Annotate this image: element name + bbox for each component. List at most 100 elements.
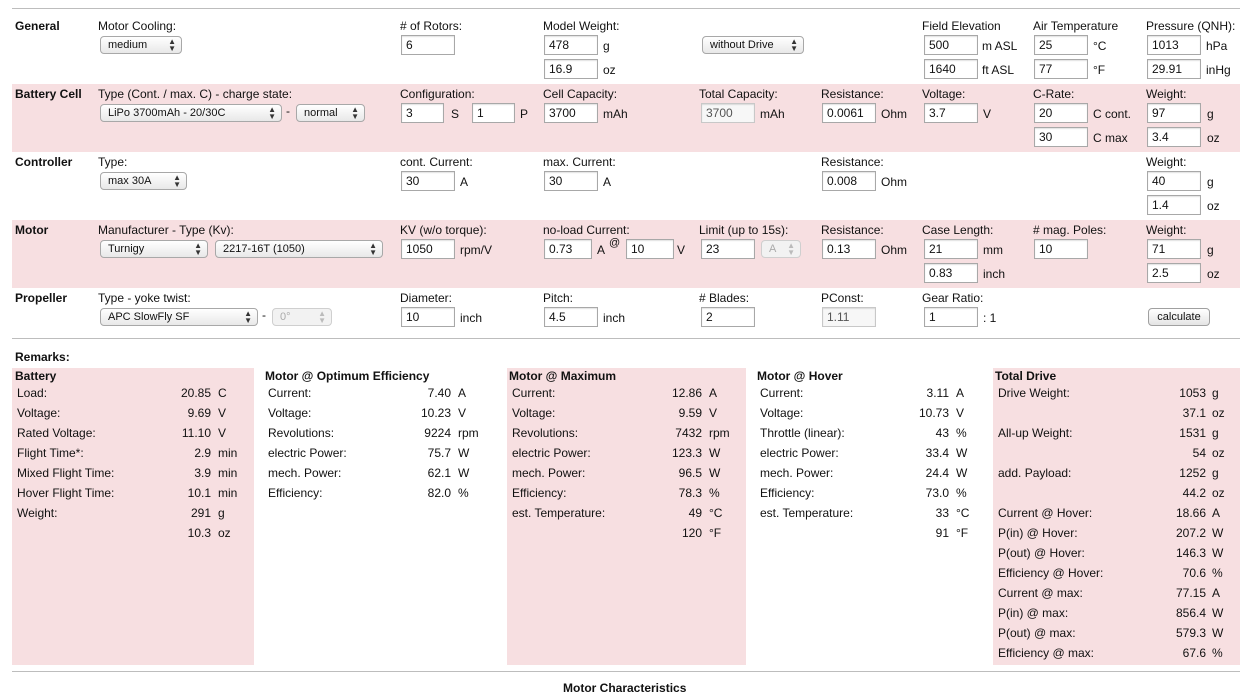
optimum-row-value: 9224	[424, 426, 451, 440]
motor-cooling-select[interactable]: medium ▲ ▼	[100, 36, 182, 54]
battery-row-unit: V	[218, 426, 227, 440]
motor-resistance-unit: Ohm	[881, 243, 908, 257]
hover-row-label: electric Power:	[760, 446, 839, 460]
hover-row-unit: °F	[956, 526, 969, 540]
battery-row-value: 9.69	[187, 406, 211, 420]
configuration-s-input[interactable]: 3	[401, 103, 444, 123]
battery-weight-g-unit: g	[1207, 107, 1214, 121]
total-row-label: All-up Weight:	[998, 426, 1073, 440]
propeller-type-label: Type - yoke twist:	[98, 291, 191, 305]
controller-type-select[interactable]: max 30A ▲ ▼	[100, 172, 187, 190]
kv-input[interactable]: 1050	[401, 239, 455, 259]
maximum-row-unit: rpm	[709, 426, 730, 440]
maximum-row-unit: °F	[709, 526, 722, 540]
controller-resistance-label: Resistance:	[821, 155, 884, 169]
gear-ratio-input[interactable]: 1	[924, 307, 978, 327]
maximum-row-unit: °C	[709, 506, 723, 520]
motor-section-title: Motor	[15, 223, 49, 237]
motor-type-label: Manufacturer - Type (Kv):	[98, 223, 234, 237]
battery-row-label: Flight Time*:	[17, 446, 84, 460]
battery-weight-oz-input[interactable]: 3.4	[1147, 127, 1201, 147]
field-elevation-m-input[interactable]: 500	[924, 35, 978, 55]
air-temperature-f-input[interactable]: 77	[1034, 59, 1088, 79]
battery-results-panel	[12, 368, 254, 665]
motor-model-select[interactable]: 2217-16T (1050) ▲ ▼	[215, 240, 383, 258]
motor-cooling-value: medium	[108, 39, 148, 51]
max-current-input[interactable]: 30	[544, 171, 598, 191]
drive-option-select[interactable]: without Drive ▲ ▼	[702, 36, 804, 54]
blades-label: # Blades:	[699, 291, 750, 305]
controller-resistance-input[interactable]: 0.008	[822, 171, 876, 191]
model-weight-g-input[interactable]: 478	[544, 35, 598, 55]
pitch-input[interactable]: 4.5	[544, 307, 598, 327]
controller-weight-g-input[interactable]: 40	[1147, 171, 1201, 191]
battery-type-label: Type (Cont. / max. C) - charge state:	[98, 87, 293, 101]
motor-weight-g-input[interactable]: 71	[1147, 239, 1201, 259]
c-rate-cont-input[interactable]: 20	[1034, 103, 1088, 123]
battery-row-label: Hover Flight Time:	[17, 486, 115, 500]
blades-input[interactable]: 2	[701, 307, 755, 327]
motor-resistance-input[interactable]: 0.13	[822, 239, 876, 259]
optimum-row-unit: V	[458, 406, 467, 420]
total-row-unit: g	[1212, 466, 1219, 480]
motor-weight-oz-input[interactable]: 2.5	[1147, 263, 1201, 283]
cell-capacity-input[interactable]: 3700	[544, 103, 598, 123]
no-load-current-input[interactable]: 0.73	[544, 239, 592, 259]
total-row-unit: oz	[1212, 406, 1225, 420]
controller-weight-oz-input[interactable]: 1.4	[1147, 195, 1201, 215]
motor-manufacturer-select[interactable]: Turnigy ▲ ▼	[100, 240, 208, 258]
no-load-current-label: no-load Current:	[543, 223, 630, 237]
total-row-value: 1531	[1179, 426, 1206, 440]
controller-weight-oz-unit: oz	[1207, 199, 1220, 213]
maximum-row-unit: V	[709, 406, 718, 420]
gear-ratio-suffix: : 1	[983, 311, 997, 325]
total-row-value: 77.15	[1175, 586, 1206, 600]
configuration-p-input[interactable]: 1	[472, 103, 515, 123]
battery-weight-g-input[interactable]: 97	[1147, 103, 1201, 123]
propeller-type-select[interactable]: APC SlowFly SF ▲ ▼	[100, 308, 258, 326]
pressure-inhg-input[interactable]: 29.91	[1147, 59, 1201, 79]
case-length-mm-input[interactable]: 21	[924, 239, 978, 259]
battery-row-unit: min	[218, 446, 238, 460]
optimum-row-unit: W	[458, 446, 470, 460]
mag-poles-label: # mag. Poles:	[1033, 223, 1107, 237]
total-row-unit: oz	[1212, 486, 1225, 500]
pressure-hpa-input[interactable]: 1013	[1147, 35, 1201, 55]
rotors-input[interactable]: 6	[401, 35, 455, 55]
diameter-input[interactable]: 10	[401, 307, 455, 327]
optimum-row-label: Current:	[268, 386, 312, 400]
maximum-row-value: 78.3	[678, 486, 702, 500]
calculate-button[interactable]: calculate	[1148, 308, 1210, 326]
controller-weight-g-unit: g	[1207, 175, 1214, 189]
maximum-row-label: mech. Power:	[512, 466, 586, 480]
limit-unit-value: A	[769, 243, 777, 255]
air-temperature-f-unit: °F	[1093, 63, 1106, 77]
battery-voltage-input[interactable]: 3.7	[924, 103, 978, 123]
case-length-inch-input[interactable]: 0.83	[924, 263, 978, 283]
total-row-value: 856.4	[1175, 606, 1206, 620]
total-row-value: 54	[1192, 446, 1206, 460]
no-load-voltage-input[interactable]: 10	[626, 239, 674, 259]
battery-type-select[interactable]: LiPo 3700mAh - 20/30C ▲ ▼	[100, 104, 282, 122]
pressure-label: Pressure (QNH):	[1146, 19, 1236, 33]
limit-unit-select: A ▲ ▼	[761, 240, 801, 258]
mag-poles-input[interactable]: 10	[1034, 239, 1088, 259]
select-arrows-icon: ▲ ▼	[787, 241, 795, 257]
c-rate-max-input[interactable]: 30	[1034, 127, 1088, 147]
model-weight-oz-input[interactable]: 16.9	[544, 59, 598, 79]
at-sign: @	[609, 237, 621, 249]
case-length-mm-unit: mm	[983, 243, 1003, 257]
hover-row-label: est. Temperature:	[760, 506, 854, 520]
optimum-row-unit: W	[458, 466, 470, 480]
remarks-label: Remarks:	[15, 350, 70, 364]
maximum-row-label: est. Temperature:	[512, 506, 606, 520]
limit-input[interactable]: 23	[701, 239, 755, 259]
charge-state-select[interactable]: normal ▲ ▼	[296, 104, 365, 122]
hover-row-label: Efficiency:	[760, 486, 815, 500]
cont-current-input[interactable]: 30	[401, 171, 455, 191]
battery-resistance-input[interactable]: 0.0061	[822, 103, 876, 123]
maximum-row-unit: W	[709, 446, 721, 460]
total-results-title: Total Drive	[995, 369, 1057, 383]
field-elevation-ft-input[interactable]: 1640	[924, 59, 978, 79]
air-temperature-c-input[interactable]: 25	[1034, 35, 1088, 55]
